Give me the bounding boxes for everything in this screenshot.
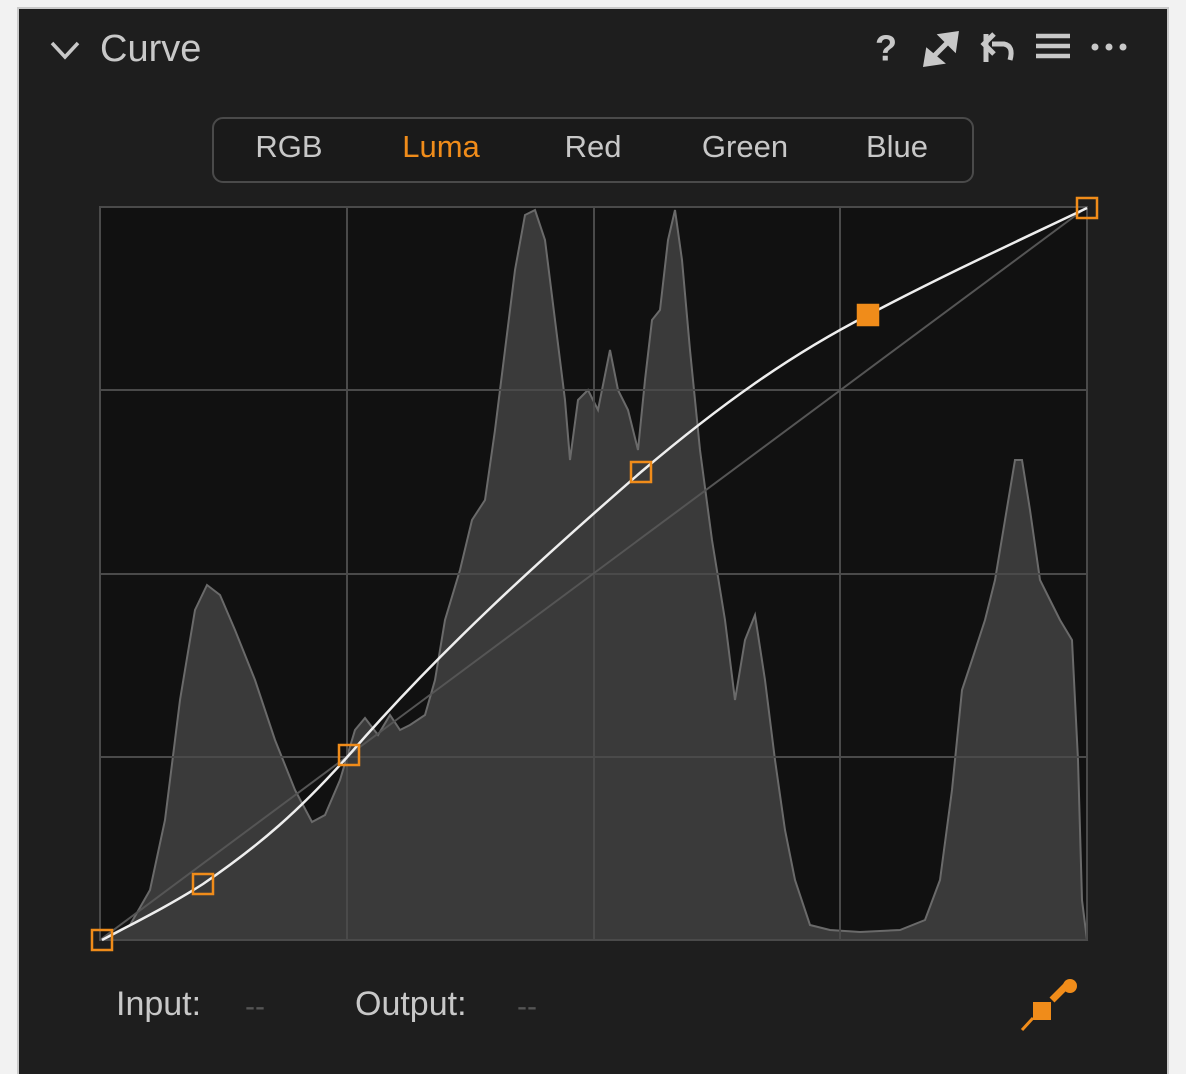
tab-bar xyxy=(212,117,974,183)
tab[interactable]: Green xyxy=(702,129,788,164)
panel-title: Curve xyxy=(100,28,201,70)
tab[interactable]: RGB xyxy=(255,129,322,164)
tab[interactable]: Luma xyxy=(402,129,480,164)
tab[interactable]: Red xyxy=(565,129,622,164)
input-label: Input: xyxy=(116,985,201,1023)
identity-line xyxy=(99,206,1088,941)
tab[interactable]: Blue xyxy=(866,129,928,164)
curve-points[interactable] xyxy=(90,196,1099,952)
output-label: Output: xyxy=(355,985,467,1023)
output-value: -- xyxy=(517,990,537,1023)
expand-icon[interactable] xyxy=(922,31,959,67)
reset-icon[interactable] xyxy=(980,32,1014,62)
collapse-chevron[interactable] xyxy=(50,41,80,60)
help-icon[interactable]: ? xyxy=(875,28,897,69)
eyedropper-icon[interactable] xyxy=(1020,979,1077,1032)
more-icon[interactable] xyxy=(1091,43,1127,51)
menu-icon[interactable] xyxy=(1036,33,1070,59)
input-value: -- xyxy=(245,990,265,1023)
